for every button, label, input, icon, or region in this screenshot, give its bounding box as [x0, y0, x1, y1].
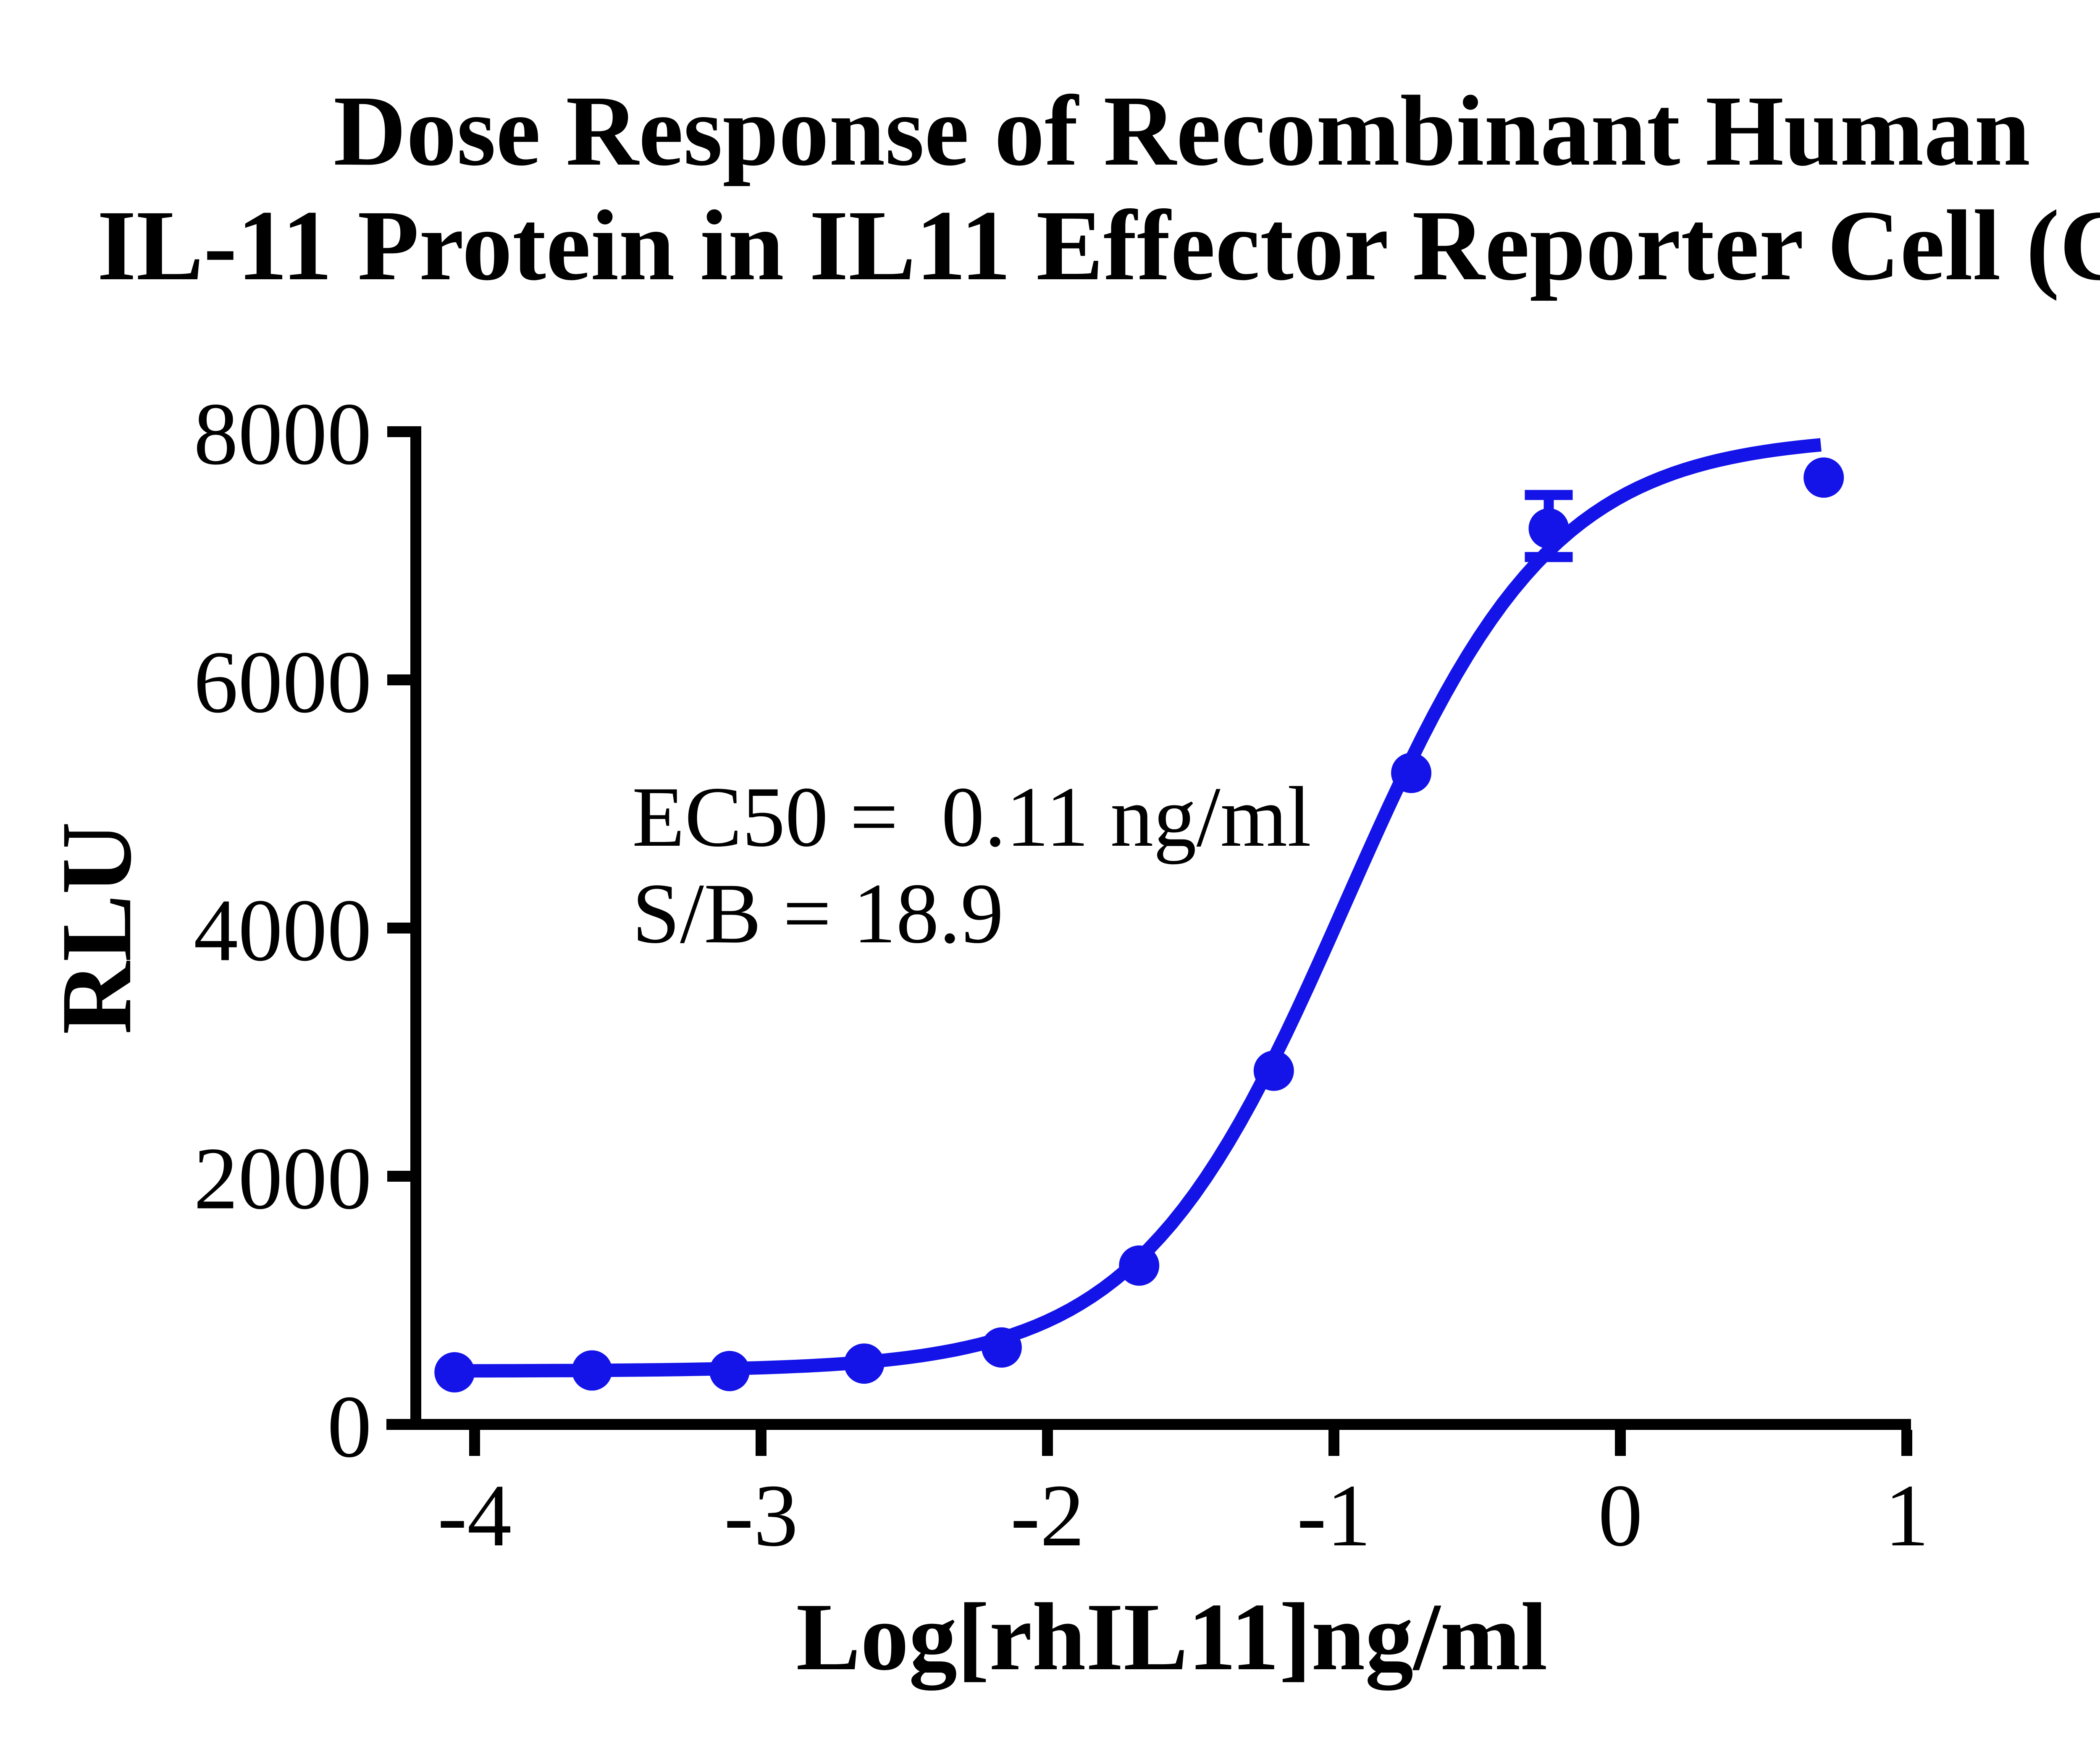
- data-point-5: [981, 1327, 1022, 1368]
- x-tick--2: [1042, 1430, 1053, 1456]
- data-point-6: [1119, 1245, 1160, 1286]
- y-tick-6000: [387, 674, 410, 685]
- y-axis-line: [410, 426, 421, 1430]
- y-tick-label-4000: 4000: [194, 881, 372, 979]
- y-tick-label-6000: 6000: [194, 632, 372, 731]
- data-point-10: [1803, 457, 1844, 498]
- x-tick--1: [1328, 1430, 1339, 1456]
- x-tick-label--2: -2: [1011, 1466, 1085, 1565]
- data-point-8: [1391, 753, 1432, 793]
- data-point-1: [434, 1352, 475, 1392]
- data-point-2: [572, 1350, 612, 1391]
- y-axis-title: RLU: [40, 822, 152, 1035]
- x-axis-tick-labels: -4 -3 -2 -1 0 1: [438, 1466, 1929, 1565]
- x-tick--3: [756, 1430, 766, 1456]
- chart-title-line-1: Dose Response of Recombinant Human: [333, 75, 2030, 186]
- y-axis-ticks: [387, 426, 410, 1430]
- x-tick-label--3: -3: [724, 1466, 798, 1565]
- y-tick-label-0: 0: [327, 1377, 372, 1476]
- data-point-7: [1253, 1050, 1294, 1091]
- error-bar-cap-top: [1525, 490, 1573, 500]
- x-axis-ticks: [469, 1430, 1912, 1456]
- x-tick-label-1: 1: [1885, 1466, 1929, 1565]
- y-tick-label-2000: 2000: [194, 1129, 372, 1227]
- y-axis-tick-labels: 0 2000 4000 6000 8000: [194, 384, 372, 1476]
- x-tick-1: [1901, 1430, 1912, 1456]
- data-point-4: [844, 1343, 885, 1384]
- data-point-3: [709, 1351, 750, 1391]
- x-tick-label--1: -1: [1297, 1466, 1371, 1565]
- data-point-9: [1528, 508, 1569, 549]
- x-tick-label-0: 0: [1598, 1466, 1643, 1565]
- x-axis-title: Log[rhIL11]ng/ml: [796, 1583, 1547, 1691]
- ec50-annotation: EC50 = 0.11 ng/ml: [632, 769, 1311, 865]
- x-tick-0: [1615, 1430, 1626, 1456]
- data-points: [434, 457, 1844, 1392]
- y-tick-4000: [387, 923, 410, 934]
- x-axis-line: [386, 1419, 1911, 1430]
- x-tick--4: [469, 1430, 480, 1456]
- x-tick-label--4: -4: [438, 1466, 512, 1565]
- y-tick-2000: [387, 1171, 410, 1182]
- signal-background-annotation: S/B = 18.9: [632, 866, 1004, 961]
- y-tick-0: [387, 1419, 410, 1430]
- y-tick-label-8000: 8000: [194, 384, 372, 483]
- y-tick-8000: [387, 426, 410, 437]
- chart-title-line-2: IL-11 Protein in IL11 Effector Reporter …: [97, 189, 2100, 301]
